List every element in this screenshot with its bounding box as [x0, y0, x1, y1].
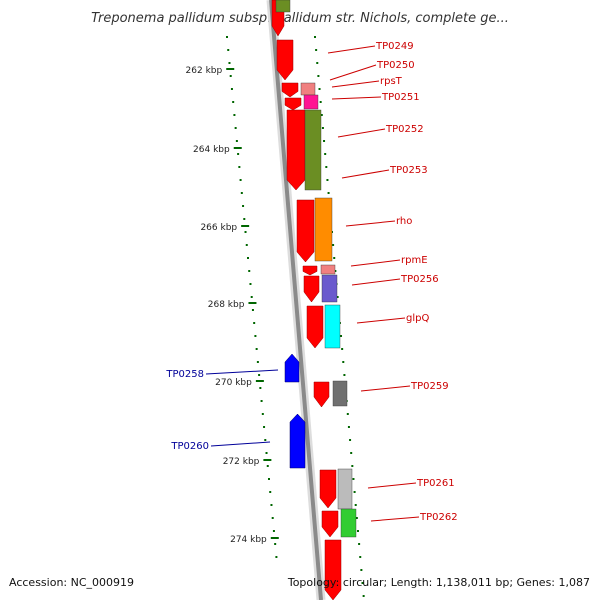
gene-label[interactable]: TP0252 [385, 124, 424, 135]
cog-block[interactable] [337, 468, 353, 510]
scale-tick-label: 262 kbp [186, 66, 223, 76]
cds-glyph[interactable] [281, 82, 299, 98]
gene-labels: TP0249 TP0250 rpsT TP0251 TP0252 TP0253 rho rpm… [165, 41, 457, 523]
scale-tick-label: 270 kbp [215, 378, 252, 388]
cds-glyph[interactable] [324, 539, 342, 600]
cds-glyph[interactable] [303, 275, 320, 303]
cog-block[interactable] [300, 82, 316, 96]
map-title: Treponema pallidum subsp. pallidum str. … [91, 11, 509, 26]
cds-glyph[interactable] [286, 109, 306, 191]
label-leaders [205, 45, 420, 522]
scale-tick-label: 266 kbp [200, 223, 237, 233]
gene-label[interactable]: TP0259 [410, 381, 449, 392]
cds-glyph[interactable] [276, 39, 294, 81]
gene-label[interactable]: TP0256 [400, 274, 439, 285]
scale-ruler [226, 36, 278, 558]
cds-glyph[interactable] [296, 199, 315, 263]
cog-block[interactable] [324, 304, 341, 349]
gene-label[interactable]: TP0260 [170, 441, 209, 452]
cds-glyph[interactable] [306, 305, 324, 349]
gene-label[interactable]: TP0250 [376, 60, 415, 71]
scale-tick-label: 272 kbp [223, 457, 260, 467]
cog-block[interactable] [340, 508, 357, 538]
gene-label[interactable]: TP0249 [375, 41, 414, 52]
gene-label[interactable]: TP0261 [416, 478, 455, 489]
gene-label[interactable]: rho [396, 216, 412, 227]
gene-label[interactable]: rpmE [401, 255, 428, 266]
gene-label[interactable]: TP0262 [419, 512, 458, 523]
cog-block[interactable] [303, 94, 319, 110]
cds-glyph[interactable] [302, 265, 318, 276]
accession-text: Accession: NC_000919 [9, 576, 134, 589]
cds-glyph[interactable] [284, 97, 302, 111]
topology-text: Topology: circular; Length: 1,138,011 bp… [287, 576, 590, 589]
cog-block[interactable] [275, 0, 291, 13]
cds-glyph[interactable] [321, 510, 339, 538]
gene-label[interactable]: TP0258 [165, 369, 204, 380]
cds-glyph-reverse[interactable] [289, 413, 306, 469]
gene-label[interactable]: TP0253 [389, 165, 428, 176]
genome-backbone [266, 0, 326, 600]
cog-block[interactable] [332, 380, 348, 407]
gene-label[interactable]: glpQ [406, 313, 429, 324]
gene-label[interactable]: TP0251 [381, 92, 420, 103]
cog-block[interactable] [314, 197, 333, 262]
scale-tick-label: 274 kbp [230, 535, 267, 545]
gene-label[interactable]: rpsT [380, 76, 403, 87]
cds-glyph[interactable] [313, 381, 330, 408]
cds-glyph-reverse[interactable] [284, 353, 300, 383]
cog-block[interactable] [321, 274, 338, 303]
scale-tick-label: 264 kbp [193, 145, 230, 155]
cog-block[interactable] [304, 109, 322, 191]
cog-block[interactable] [320, 264, 336, 275]
cog-features [275, 0, 357, 538]
scale-tick-label: 268 kbp [208, 300, 245, 310]
cds-glyph[interactable] [319, 469, 337, 509]
scale-ticks: 262 kbp 264 kbp 266 kbp 268 kbp 270 kbp 272 k… [186, 66, 279, 545]
